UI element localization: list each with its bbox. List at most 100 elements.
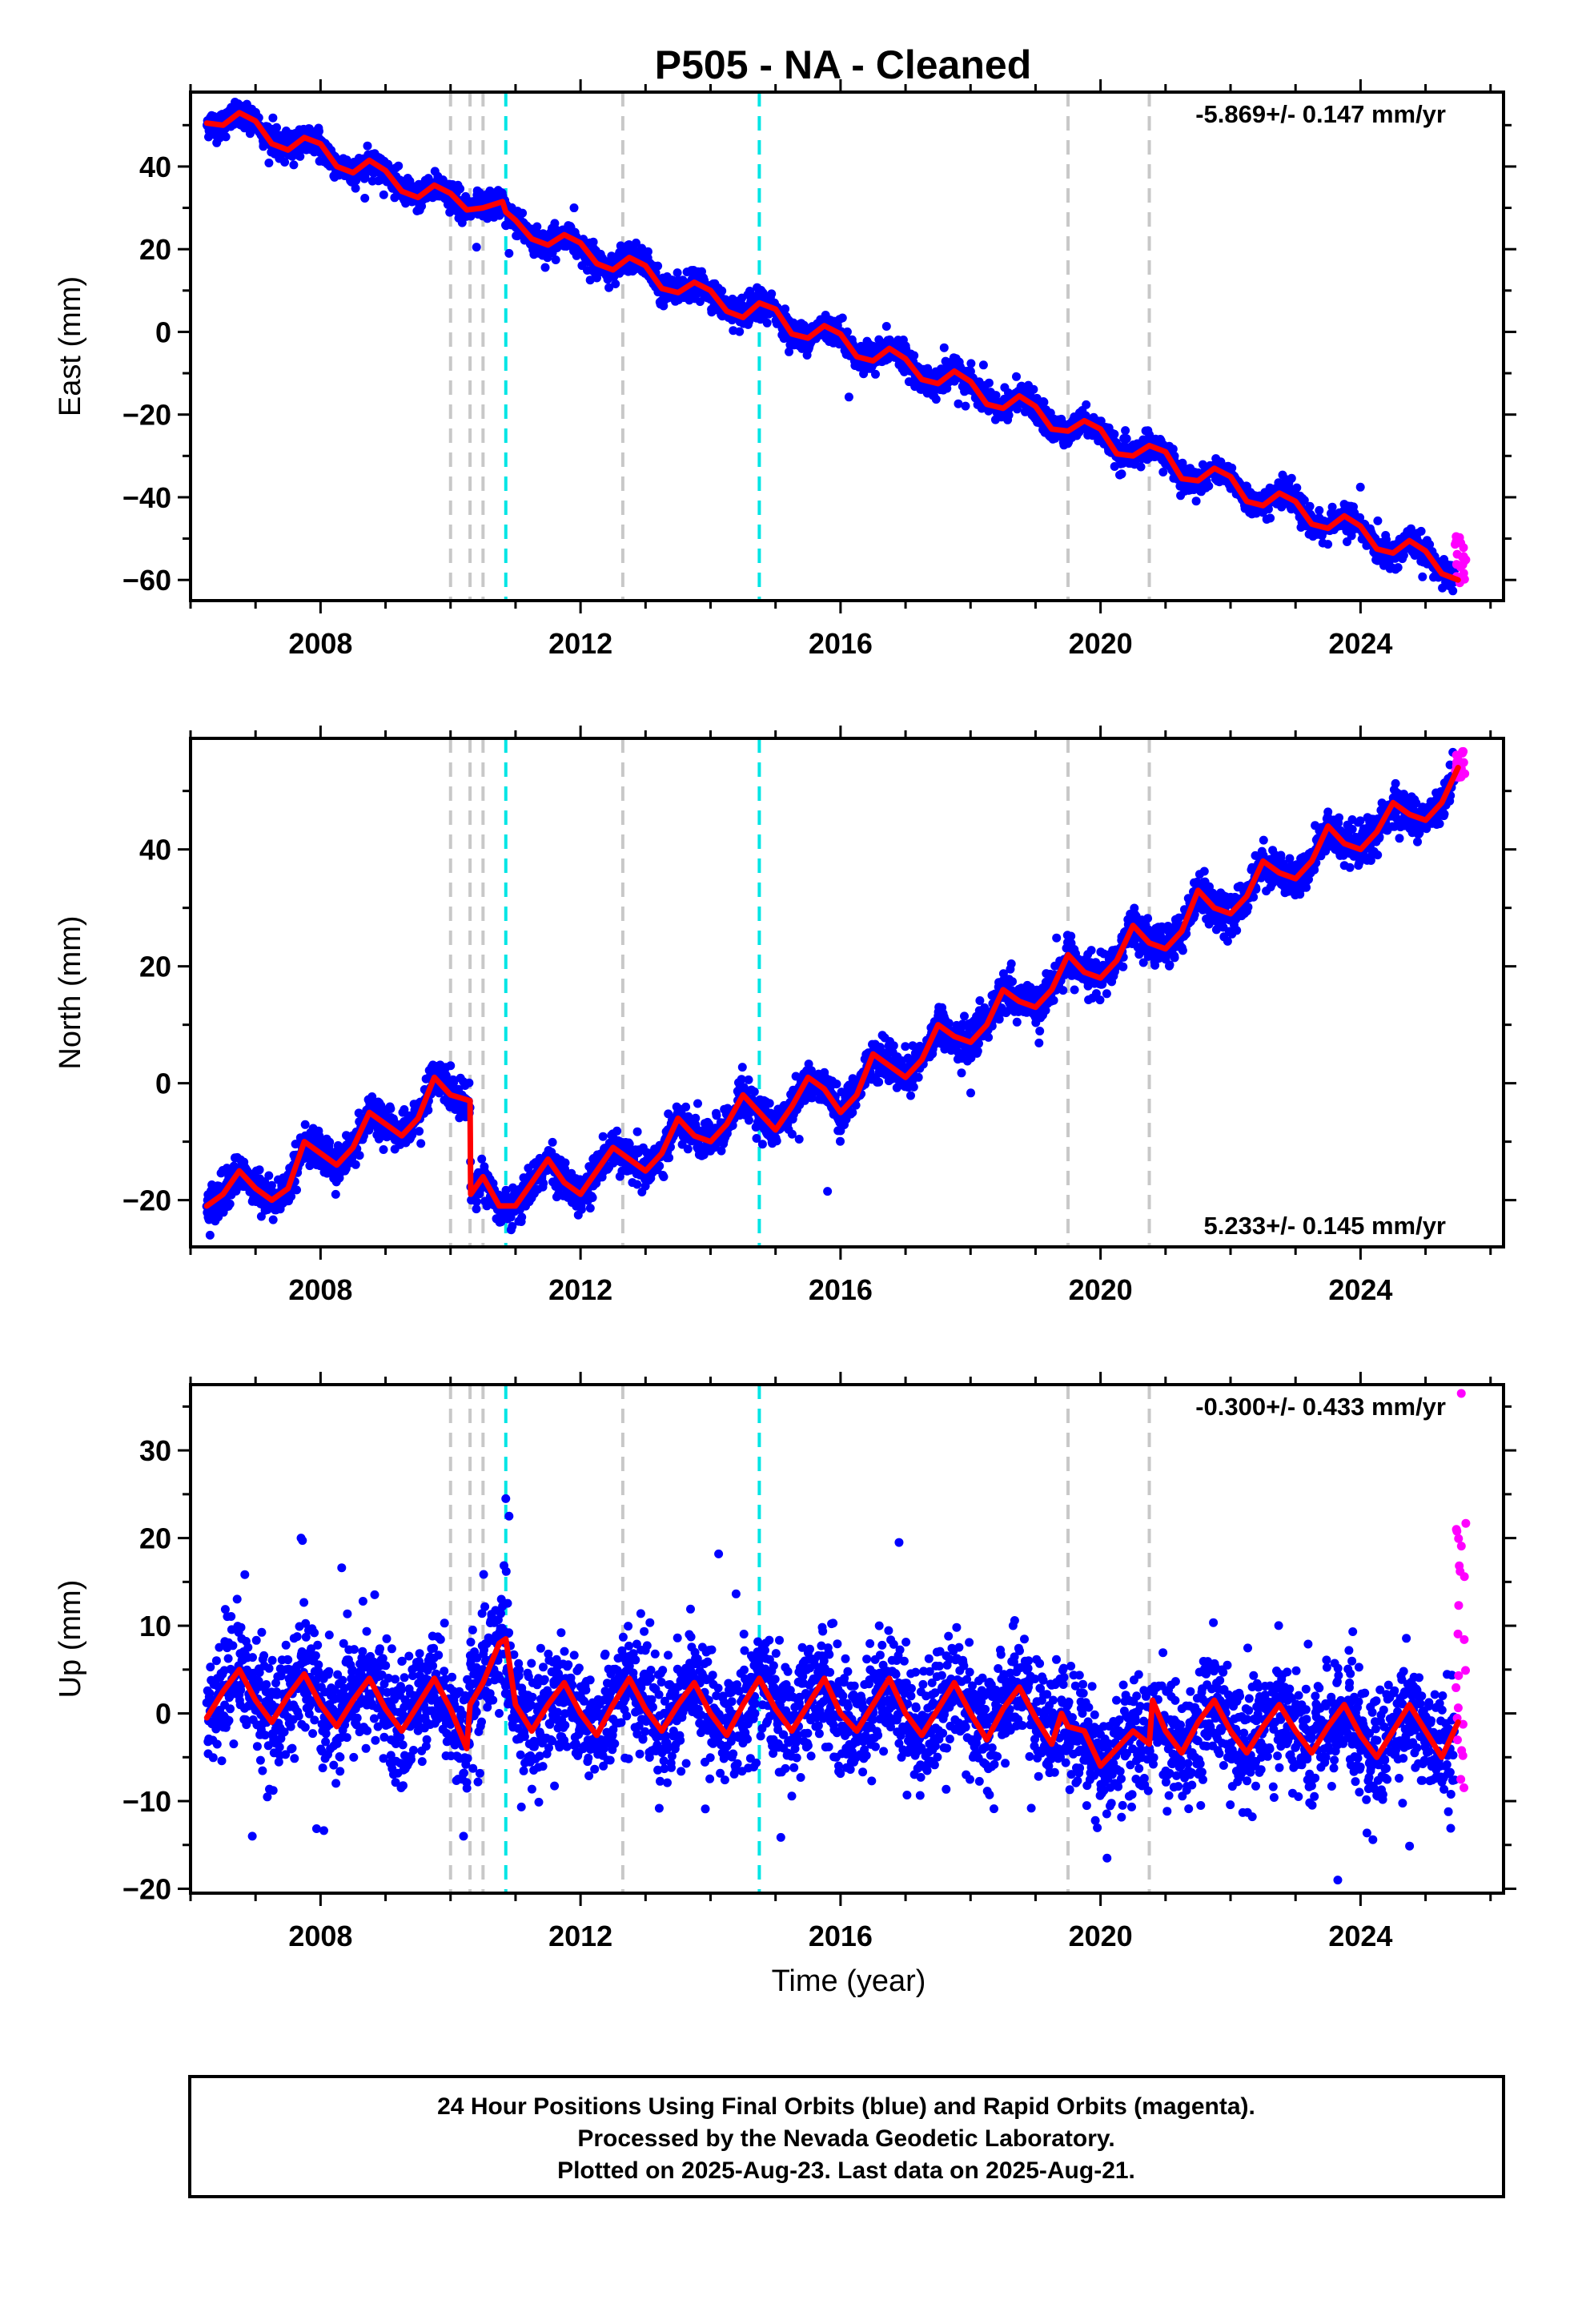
data-point [604,283,614,292]
data-point [540,263,550,272]
data-point [1110,429,1119,439]
data-point [292,1185,301,1195]
east-frame [189,90,1505,602]
data-point [1227,463,1237,472]
x-tick-label: 2024 [1328,627,1392,660]
data-point [659,1172,669,1181]
data-point [325,1137,335,1147]
chart-title: P505 - NA - Cleaned [655,42,1032,87]
data-point [379,190,388,199]
data-point [272,123,281,132]
data-point [1382,535,1391,545]
data-point [576,1204,586,1214]
data-point [939,343,949,352]
data-point [1039,397,1049,407]
data-point [222,1164,231,1173]
data-point [1292,483,1302,493]
data-point [539,1179,548,1188]
rapid-point [1452,560,1461,569]
data-point [781,304,790,314]
data-point [551,255,560,264]
data-point [351,183,360,193]
data-point [331,1189,340,1199]
data-point [379,1145,388,1154]
data-point [735,327,745,336]
data-point [517,1212,527,1222]
outlier-point [504,248,514,258]
x-tick-label: 2016 [809,627,873,660]
data-point [1004,410,1014,420]
y-tick-label: −60 [122,564,171,597]
rapid-point [1452,536,1462,545]
data-point [1373,516,1383,525]
data-point [961,401,970,411]
data-point [560,1158,570,1168]
data-point [264,1171,274,1180]
data-point [632,238,640,247]
data-point [612,1126,622,1136]
data-point [585,275,595,285]
data-point [1029,384,1038,394]
data-point [1305,501,1315,511]
data-point [351,1160,360,1169]
data-point [1416,526,1426,536]
data-point [632,1127,642,1136]
data-point [991,391,1001,400]
data-point [289,160,299,170]
x-tick-label: 2020 [1069,627,1133,660]
x-tick-label: 2008 [288,627,352,660]
data-point [1012,372,1021,381]
y-tick-label: 40 [139,151,171,183]
data-point [400,1105,409,1114]
y-tick-label: −20 [122,399,171,432]
data-point [1418,572,1427,581]
data-point [416,1139,426,1148]
data-point [255,1165,264,1175]
outlier-point [569,203,579,213]
data-point [415,1127,424,1136]
data-point [632,1180,642,1189]
data-point [424,1105,433,1115]
data-point [665,1153,674,1163]
east-plot-area [203,92,1471,601]
data-point [360,194,370,203]
data-point [1323,540,1333,549]
data-point [417,201,427,211]
data-point [472,1197,481,1207]
data-point [477,1154,487,1164]
data-point [1168,444,1178,454]
y-tick-label: −40 [122,481,171,514]
data-point [881,322,891,331]
data-point [1399,550,1408,560]
data-point [673,268,682,278]
data-point [844,392,853,402]
data-point [643,247,652,256]
data-point [984,378,994,388]
data-point [1299,496,1309,505]
data-point [1121,426,1130,436]
rapid-point [1452,549,1462,559]
data-point [315,127,323,136]
data-point [1136,462,1146,472]
data-point [268,1215,278,1224]
data-point [456,184,465,194]
rapid-point [1461,555,1471,565]
data-point [221,132,231,142]
data-point [717,286,727,296]
data-point [1315,505,1324,515]
data-point [978,360,988,370]
data-point [1122,434,1131,444]
data-point [408,1130,417,1140]
data-point [355,1151,364,1160]
rate-label: -5.869+/- 0.147 mm/yr [1195,100,1446,128]
data-point [443,199,452,209]
data-point [548,1137,557,1147]
rapid-point [1459,543,1468,553]
data-point [588,237,598,247]
data-point [315,1131,324,1140]
data-point [681,1102,691,1112]
data-point [1191,497,1201,506]
y-tick-label: 20 [139,233,171,266]
